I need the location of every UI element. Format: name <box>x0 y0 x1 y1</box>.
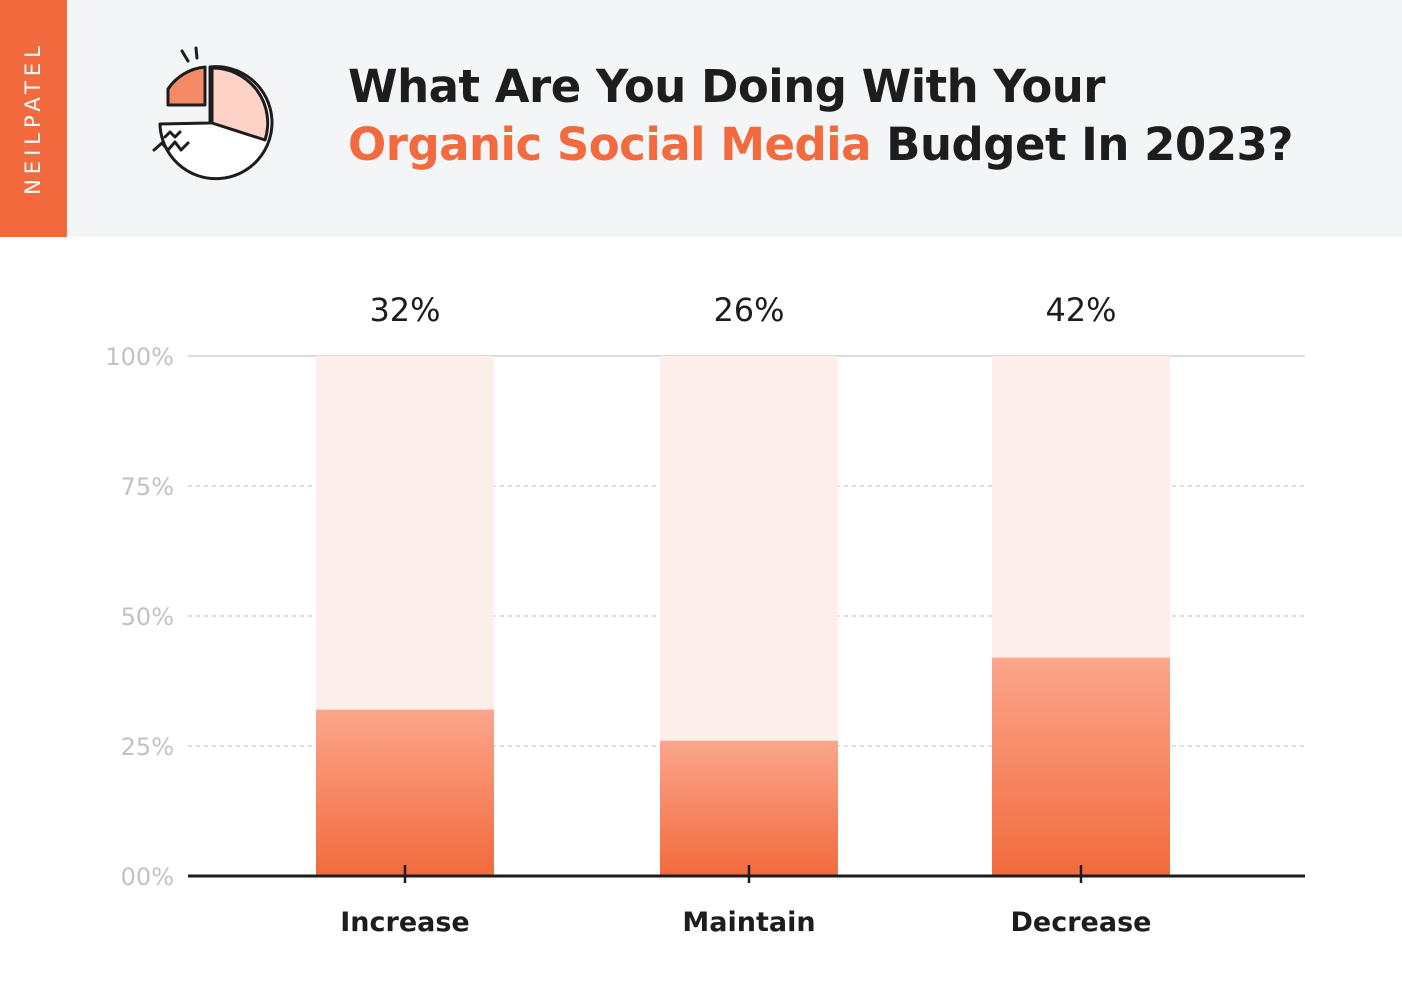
data-label: 32% <box>369 291 440 329</box>
data-label: 26% <box>713 291 784 329</box>
bar-chart: 00% 25% 50% 75% 100% 32% 26% 42% Increase Maint… <box>105 291 1305 938</box>
x-tick-label: Decrease <box>1011 907 1152 938</box>
title-rest: Budget In 2023? <box>871 118 1293 171</box>
header-banner: NEILPATEL What Are You Doing With Your O… <box>0 0 1402 237</box>
y-tick-label: 25% <box>121 733 174 761</box>
data-label: 42% <box>1045 291 1116 329</box>
y-tick-label: 75% <box>121 473 174 501</box>
y-tick-label: 00% <box>121 863 174 891</box>
brand-logo-text: NEILPATEL <box>21 41 45 195</box>
bars: 32% 26% 42% <box>316 291 1170 876</box>
brand-bar: NEILPATEL <box>0 0 67 237</box>
x-axis: Increase Maintain Decrease <box>340 865 1151 938</box>
bar <box>316 709 494 876</box>
y-axis-tick-labels: 00% 25% 50% 75% 100% <box>105 343 174 891</box>
pie-chart-icon <box>152 46 274 181</box>
x-tick-label: Maintain <box>682 907 815 938</box>
y-tick-label: 100% <box>105 343 174 371</box>
y-tick-label: 50% <box>121 603 174 631</box>
title-accent: Organic Social Media <box>348 118 872 171</box>
x-tick-label: Increase <box>340 907 470 938</box>
bar <box>992 657 1170 876</box>
page-title: What Are You Doing With Your Organic Soc… <box>348 58 1293 174</box>
title-line-1: What Are You Doing With Your <box>348 60 1105 113</box>
bar <box>660 740 838 876</box>
